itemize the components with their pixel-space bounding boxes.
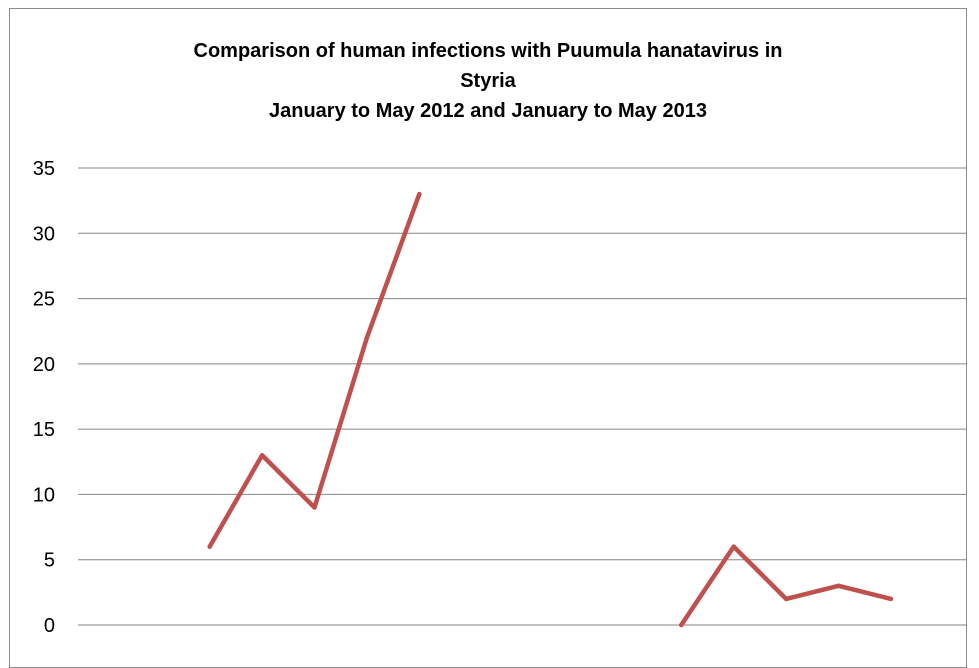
y-tick-label-20: 20 <box>33 354 55 376</box>
y-tick-label-15: 15 <box>33 419 55 441</box>
series-line-segment-1 <box>207 191 422 549</box>
y-tick-label-0: 0 <box>44 615 55 637</box>
data-point-6 <box>364 335 370 340</box>
data-point-5 <box>312 505 317 510</box>
data-point-16 <box>888 596 894 602</box>
data-point-3 <box>207 544 212 549</box>
series-line-segment-2 <box>679 544 894 628</box>
y-tick-label-30: 30 <box>33 223 55 245</box>
data-point-7 <box>417 191 422 197</box>
data-point-4 <box>259 453 265 458</box>
y-tick-label-35: 35 <box>33 158 55 180</box>
chart-title: Comparison of human infections with Puum… <box>9 36 967 126</box>
chart-title-line-2: Styria <box>460 70 516 92</box>
chart-plot-area: 0 5 10 15 20 25 30 35 <box>33 158 967 637</box>
y-tick-label-10: 10 <box>33 484 55 506</box>
data-point-15 <box>836 583 841 589</box>
y-tick-label-5: 5 <box>44 550 55 572</box>
chart-frame <box>9 8 967 668</box>
data-point-14 <box>783 596 789 602</box>
chart-title-line-3: January to May 2012 and January to May 2… <box>269 100 707 122</box>
chart-title-line-1: Comparison of human infections with Puum… <box>193 40 783 62</box>
y-tick-label-25: 25 <box>33 289 55 311</box>
data-point-13 <box>731 544 736 549</box>
data-point-12 <box>679 622 684 628</box>
